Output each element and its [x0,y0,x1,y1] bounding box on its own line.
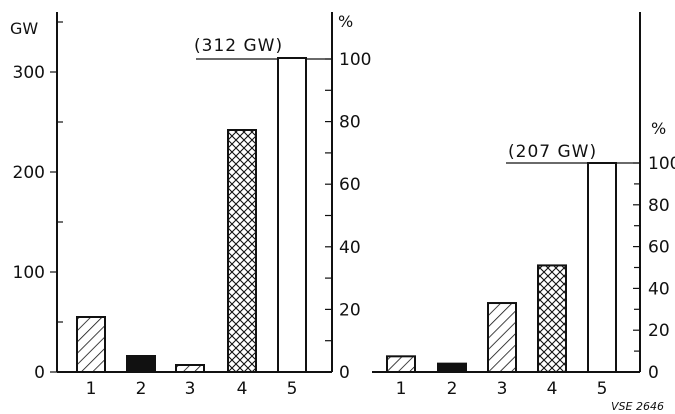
right-axis-unit: % [651,119,666,138]
category-label: 1 [86,379,97,399]
category-label: 4 [237,379,248,399]
category-label: 3 [497,379,508,399]
category-label: 5 [597,379,608,399]
right-tick-label: 100 [339,50,371,70]
bar-2 [437,362,467,374]
right-tick-label: 80 [339,113,361,133]
bar-5 [277,57,307,373]
right-tick-label: 0 [648,363,659,383]
left-tick-label: 300 [13,63,45,83]
right-tick-label: 0 [339,363,350,383]
reference-label: (312 GW) [194,36,283,56]
category-label: 2 [136,379,147,399]
right-tick-label: 60 [339,175,361,195]
right-tick-label: 20 [648,321,670,341]
category-label: 1 [396,379,407,399]
left-tick-label: 100 [13,263,45,283]
right-axis-unit: % [338,12,353,31]
category-label: 5 [287,379,298,399]
chart-right: % (207 GW) 0 20 40 60 80 100 1 2 3 4 5 [372,12,675,399]
left-tick-label: 200 [13,163,45,183]
bar-3 [487,302,517,373]
reference-label: (207 GW) [508,142,597,162]
bar-4 [227,129,257,373]
right-tick-label: 100 [648,154,675,174]
bar-4 [537,264,567,373]
credit-label: VSE 2646 [611,400,664,413]
right-tick-label: 80 [648,196,670,216]
right-tick-label: 60 [648,238,670,258]
bar-3 [175,364,205,373]
chart-left: GW % (312 GW) 0 100 200 300 0 20 40 60 80 100 1 2 3 4… [10,12,371,399]
right-tick-label: 40 [339,238,361,258]
bar-1 [76,316,106,373]
category-label: 3 [185,379,196,399]
right-tick-label: 40 [648,279,670,299]
left-axis-unit: GW [10,19,38,38]
bar-2 [126,355,156,373]
bar-1 [386,355,416,374]
bar-5 [587,162,617,373]
left-tick-label: 0 [34,363,45,383]
right-tick-label: 20 [339,300,361,320]
category-label: 2 [447,379,458,399]
category-label: 4 [547,379,558,399]
